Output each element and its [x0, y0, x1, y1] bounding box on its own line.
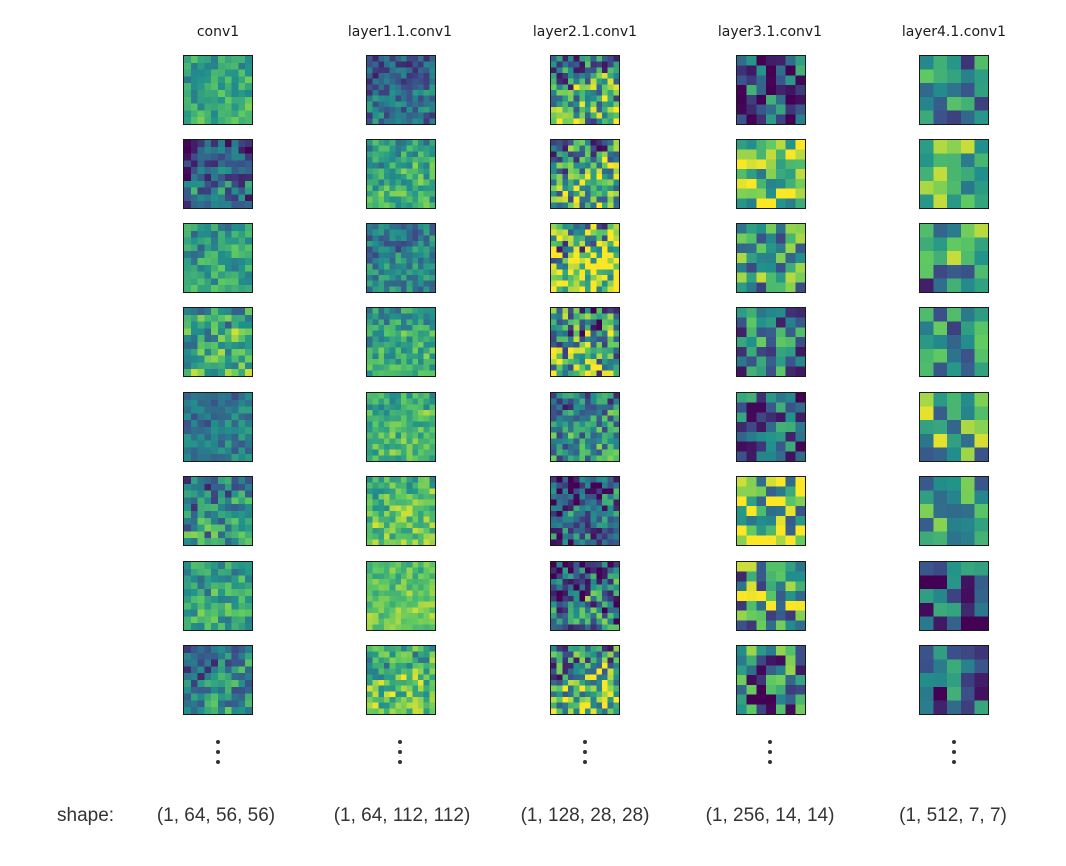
- feature-map-tile: [919, 139, 989, 209]
- shape-label: shape:: [57, 805, 115, 826]
- feature-map-tile: [183, 392, 253, 462]
- feature-map-tile: [736, 223, 806, 293]
- feature-map-tile: [366, 223, 436, 293]
- feature-map-tile: [183, 476, 253, 546]
- feature-map-tile: [736, 645, 806, 715]
- shape-layer3: (1, 256, 14, 14): [705, 805, 835, 826]
- feature-map-tile: [550, 645, 620, 715]
- feature-map-tile: [550, 139, 620, 209]
- feature-map-tile: [183, 139, 253, 209]
- feature-map-tile: [366, 307, 436, 377]
- feature-map-tile: [919, 645, 989, 715]
- feature-map-tile: [183, 55, 253, 125]
- more-channels-indicator: [199, 738, 239, 768]
- column-title-layer3: layer3.1.conv1: [717, 24, 823, 40]
- feature-map-tile: [919, 55, 989, 125]
- feature-map-tile: [366, 139, 436, 209]
- feature-map-tile: [366, 561, 436, 631]
- feature-map-tile: [736, 476, 806, 546]
- feature-map-tile: [919, 392, 989, 462]
- feature-map-tile: [183, 645, 253, 715]
- feature-map-tile: [366, 55, 436, 125]
- column-title-layer1: layer1.1.conv1: [347, 24, 453, 40]
- feature-map-tile: [550, 476, 620, 546]
- feature-map-tile: [366, 645, 436, 715]
- more-channels-indicator: [381, 738, 421, 768]
- shape-layer1: (1, 64, 112, 112): [333, 805, 471, 826]
- feature-map-tile: [736, 307, 806, 377]
- column-title-layer4: layer4.1.conv1: [901, 24, 1007, 40]
- feature-map-tile: [183, 561, 253, 631]
- more-channels-indicator: [566, 738, 606, 768]
- feature-map-tile: [183, 307, 253, 377]
- feature-map-tile: [550, 307, 620, 377]
- feature-map-tile: [183, 223, 253, 293]
- shape-conv1: (1, 64, 56, 56): [156, 805, 276, 826]
- feature-map-tile: [366, 392, 436, 462]
- column-title-layer2: layer2.1.conv1: [532, 24, 638, 40]
- feature-map-tile: [736, 55, 806, 125]
- more-channels-indicator: [751, 738, 791, 768]
- shape-layer2: (1, 128, 28, 28): [520, 805, 650, 826]
- feature-map-tile: [550, 55, 620, 125]
- feature-map-tile: [736, 392, 806, 462]
- more-channels-indicator: [935, 738, 975, 768]
- feature-map-tile: [550, 561, 620, 631]
- feature-map-tile: [550, 392, 620, 462]
- feature-map-tile: [736, 139, 806, 209]
- feature-map-tile: [550, 223, 620, 293]
- feature-map-tile: [919, 561, 989, 631]
- feature-map-tile: [919, 223, 989, 293]
- feature-map-tile: [919, 307, 989, 377]
- feature-map-tile: [736, 561, 806, 631]
- column-title-conv1: conv1: [196, 24, 240, 40]
- feature-map-tile: [919, 476, 989, 546]
- feature-map-tile: [366, 476, 436, 546]
- shape-layer4: (1, 512, 7, 7): [899, 805, 1007, 826]
